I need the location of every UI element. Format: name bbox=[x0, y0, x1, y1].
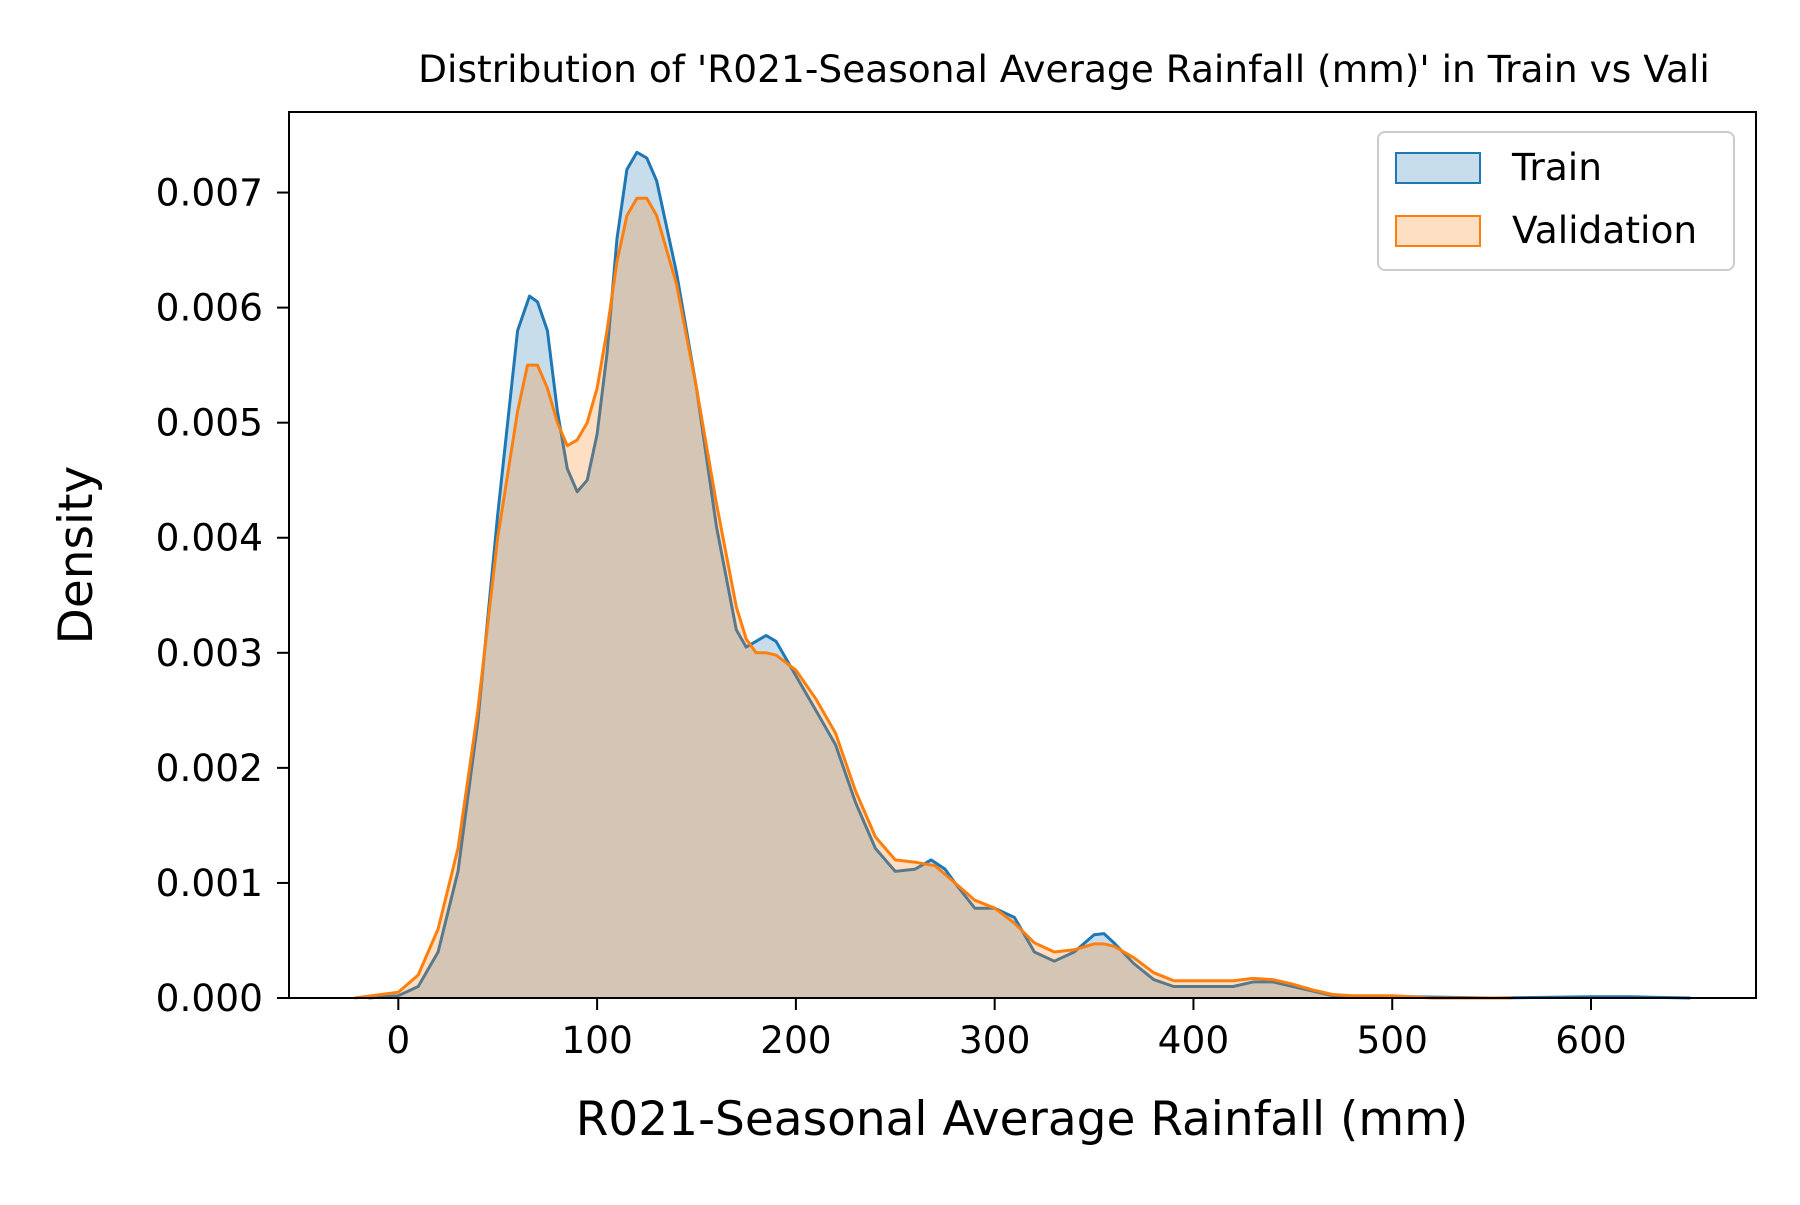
x-tick-label: 400 bbox=[1158, 1018, 1230, 1062]
legend-swatch-train bbox=[1395, 152, 1481, 184]
x-axis-label: R021-Seasonal Average Rainfall (mm) bbox=[576, 1092, 1469, 1147]
x-tick-label: 500 bbox=[1356, 1018, 1428, 1062]
series-layer bbox=[354, 150, 1691, 1000]
y-tick-label: 0.006 bbox=[156, 286, 263, 330]
y-tick-label: 0.004 bbox=[156, 516, 263, 560]
y-tick-label: 0.000 bbox=[156, 976, 263, 1020]
x-tick-label: 300 bbox=[959, 1018, 1031, 1062]
line-train bbox=[368, 150, 1691, 1000]
x-axis: 0 100 200 300 400 500 600 bbox=[386, 998, 1627, 1062]
plot-frame bbox=[288, 111, 1757, 999]
y-axis-label: Density bbox=[49, 466, 104, 645]
x-tick-label: 0 bbox=[386, 1018, 410, 1062]
chart-title: Distribution of 'R021-Seasonal Average R… bbox=[418, 47, 1710, 91]
legend-swatch-validation bbox=[1395, 215, 1481, 247]
line-validation bbox=[354, 196, 1512, 1000]
y-tick-label: 0.005 bbox=[156, 401, 263, 445]
legend-label-validation: Validation bbox=[1512, 208, 1697, 252]
y-axis: 0.000 0.001 0.002 0.003 0.004 0.005 0.006 0.007 bbox=[156, 171, 289, 1020]
legend-box bbox=[1377, 131, 1735, 271]
x-tick-label: 100 bbox=[561, 1018, 633, 1062]
legend: Train Validation bbox=[1377, 131, 1735, 271]
legend-label-train: Train bbox=[1511, 145, 1602, 189]
y-tick-label: 0.002 bbox=[156, 746, 263, 790]
y-tick-label: 0.007 bbox=[156, 171, 263, 215]
area-train bbox=[368, 152, 1691, 999]
y-tick-label: 0.003 bbox=[156, 631, 263, 675]
y-tick-label: 0.001 bbox=[156, 861, 263, 905]
x-tick-label: 600 bbox=[1555, 1018, 1627, 1062]
area-validation bbox=[354, 198, 1512, 999]
x-tick-label: 200 bbox=[760, 1018, 832, 1062]
